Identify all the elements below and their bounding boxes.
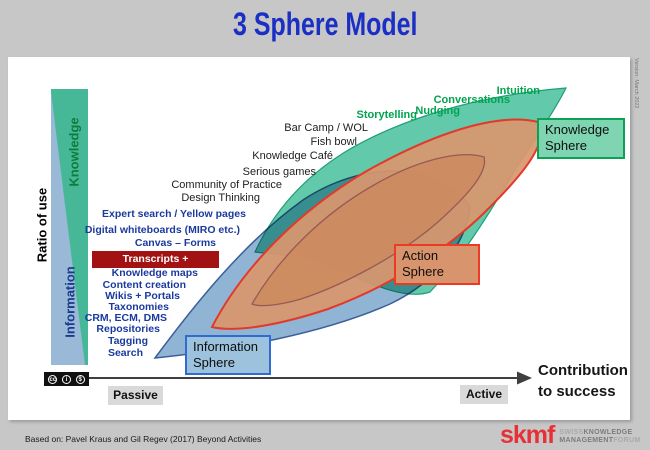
nc-dollar-icon: $ [75, 374, 85, 384]
x-axis-active-chip: Active [460, 385, 508, 404]
diagram-panel [8, 57, 630, 420]
practice-label-serious-games: Serious games [242, 166, 316, 178]
tool-label-crm-ecm-dms: CRM, ECM, DMS [84, 312, 167, 324]
logo-word-forum: FORUM [613, 436, 641, 444]
logo-word-knowledge: KNOWLEDGE [583, 429, 633, 436]
tool-label-digital-whiteboards: Digital whiteboards (MIRO etc.) [84, 224, 240, 236]
practice-label-knowledge-cafe: Knowledge Café [252, 150, 333, 162]
practice-label-fish-bowl: Fish bowl [310, 136, 357, 148]
tool-label-canvas-forms: Canvas – Forms [134, 237, 216, 249]
practice-label-design-thinking: Design Thinking [181, 192, 260, 204]
y-bar-information-label: Information [62, 266, 78, 338]
y-bar-knowledge-label: Knowledge [66, 117, 82, 187]
knowledge-sphere-box: Knowledge Sphere [537, 118, 625, 159]
x-axis-title-line2: to success [538, 383, 616, 400]
tool-label-tagging: Tagging [107, 335, 148, 347]
tool-label-search: Search [107, 347, 143, 359]
logo-word-management: MANAGEMENT [559, 436, 614, 444]
x-axis-title-line1: Contribution [538, 362, 628, 379]
page-title-text: 3 Sphere Model [232, 6, 418, 42]
tool-label-wikis-portals: Wikis + Portals [105, 290, 180, 302]
page-title: 3 Sphere Model [0, 6, 650, 43]
skmf-logo: skmf SWISSKNOWLEDGE MANAGEMENTFORUM [500, 421, 641, 449]
tool-label-taxonomies: Taxonomies [108, 301, 170, 313]
information-sphere-box: Information Sphere [185, 335, 271, 375]
x-axis-passive-chip: Passive [108, 386, 163, 405]
skmf-logo-abbr: skmf [500, 421, 555, 449]
logo-word-swiss: SWISS [559, 429, 584, 436]
version-note: Version: March 2022 [633, 58, 639, 109]
tool-label-repositories: Repositories [96, 323, 160, 335]
practice-label-community-of-practice: Community of Practice [171, 179, 282, 191]
practice-label-bar-camp-wol: Bar Camp / WOL [284, 122, 368, 134]
attribution-text: Based on: Pavel Kraus and Gil Regev (201… [25, 434, 262, 444]
highlighted-tool-transcripts: Transcripts + Visualizations [92, 251, 219, 282]
skmf-logo-words: SWISSKNOWLEDGE MANAGEMENTFORUM [559, 429, 640, 444]
behavior-label-storytelling: Storytelling [356, 109, 417, 121]
x-axis-title: Contribution to success [538, 360, 628, 402]
y-axis-title: Ratio of use [34, 187, 50, 263]
tool-label-expert-search: Expert search / Yellow pages [102, 208, 246, 220]
behavior-label-nudging: Nudging [415, 105, 460, 117]
behavior-label-intuition: Intuition [496, 85, 540, 97]
cc-icon: cc [48, 374, 58, 384]
tool-label-content-creation: Content creation [102, 279, 186, 291]
tool-label-knowledge-maps: Knowledge maps [111, 267, 198, 279]
license-badge: cc i $ [44, 372, 89, 386]
by-person-icon: i [61, 374, 71, 384]
action-sphere-box: Action Sphere [394, 244, 480, 285]
behavior-label-conversations: Conversations [433, 94, 510, 106]
